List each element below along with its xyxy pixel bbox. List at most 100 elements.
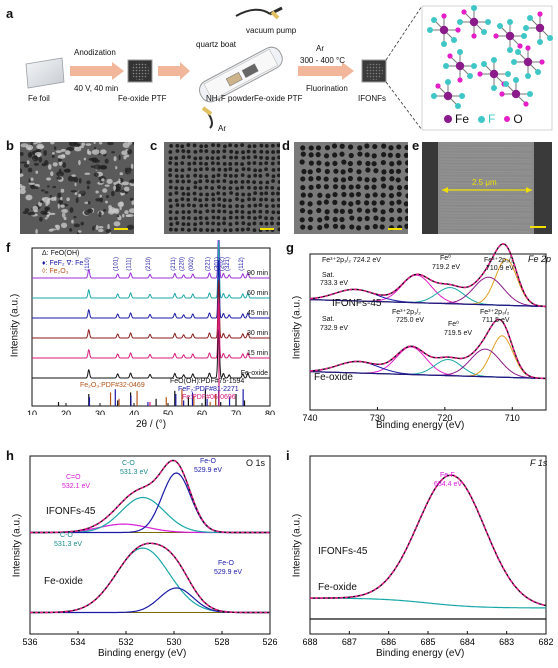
xrd-xtick: 70	[231, 409, 241, 415]
o1s-sample-bot: Fe-oxide	[44, 576, 83, 587]
o1s-co-top: C=O	[66, 474, 81, 481]
crystal-structure	[427, 5, 553, 109]
o-atom	[525, 45, 531, 51]
f1s-title: F 1s	[530, 458, 548, 468]
xrd-legend-fef2: ♦: FeF₂ ∇: Fe	[42, 260, 84, 267]
fe2p-envelope	[309, 243, 546, 308]
xrd-xtick: 30	[95, 409, 105, 415]
o1s-xlabel: Binding energy (eV)	[98, 648, 187, 659]
fe2p-xtick: 720	[437, 413, 452, 423]
f1s-xtick: 683	[499, 637, 514, 647]
f-atom	[451, 37, 457, 43]
o1s-xtick: 526	[262, 637, 277, 647]
xrd-series-label: 30 min	[247, 330, 268, 337]
xrd-series-label: 60 min	[247, 290, 268, 297]
o1s-chart: 536 534 532 530 528 526	[22, 455, 278, 647]
f-atom	[481, 29, 487, 35]
fe2p-background	[310, 299, 546, 308]
f-atom	[491, 85, 497, 91]
fe2p-fe0-top: Fe⁰	[440, 255, 451, 262]
fe2p-fe3-12-top: Fe³⁺2p₁/₂ 724.2 eV	[322, 257, 381, 264]
fe-atom-swatch	[444, 115, 452, 123]
f-atom	[457, 19, 463, 25]
fe-foil-image	[25, 57, 65, 89]
o-atom	[517, 43, 523, 49]
fe2p-sample-top: IFONFs-45	[332, 298, 382, 309]
f1s-xtick: 685	[420, 637, 435, 647]
f1s-xtick: 684	[460, 637, 475, 647]
xrd-series-label: 15 min	[247, 350, 268, 357]
fe2p-fe3-32-top-val: 710.9 eV	[486, 265, 515, 272]
xrd-xtick: 20	[61, 409, 71, 415]
f-atom	[457, 49, 463, 55]
fe2p-xtick: 710	[505, 413, 520, 423]
f1s-sample-top: IFONFs-45	[318, 546, 368, 557]
f-atom	[511, 59, 517, 65]
f-atom	[485, 19, 491, 25]
panel-label-h: h	[6, 448, 14, 463]
o-atom	[471, 33, 477, 39]
o1s-sample-top: IFONFs-45	[46, 506, 96, 517]
fe2p-fe0-bot: Fe⁰	[448, 321, 459, 328]
f-atom-swatch	[478, 115, 486, 123]
o-atom	[499, 91, 505, 97]
xrd-xtick: 40	[129, 409, 139, 415]
xrd-series-line	[32, 280, 270, 339]
fe2p-xtick: 730	[370, 413, 385, 423]
ifonfs-image	[361, 59, 387, 83]
f-atom	[491, 57, 497, 63]
o-atom	[523, 101, 529, 107]
fe2p-fe3-12-bot-val: 725.0 eV	[396, 317, 425, 324]
f1s-background	[310, 597, 546, 609]
fe2p-envelope	[310, 318, 546, 380]
o-atom	[539, 59, 545, 65]
fe-atom	[523, 57, 533, 67]
panel-label-g: g	[286, 240, 294, 255]
hkl-label: (110)	[85, 257, 91, 271]
o1s-envelope	[30, 459, 270, 534]
fe-atom	[489, 69, 499, 79]
o-atom	[493, 33, 499, 39]
xrd-series-line	[32, 260, 270, 319]
o1s-xtick: 530	[166, 637, 181, 647]
arrow-2	[158, 62, 190, 80]
hkl-label: (002)	[189, 257, 195, 271]
fe2p-sat-top: Sat.	[322, 272, 335, 279]
panel-label-f: f	[6, 240, 11, 255]
o-atom	[457, 77, 463, 83]
fe2p-ylabel: Intensity (a.u.)	[291, 295, 303, 360]
f1s-xtick: 687	[342, 637, 357, 647]
f-atom	[431, 17, 437, 23]
o-atom-swatch	[504, 116, 511, 122]
f-atom	[515, 49, 521, 55]
f-atom	[481, 61, 487, 67]
f-atom	[521, 33, 527, 39]
o-atom	[441, 13, 447, 19]
xrd-xtick: 80	[265, 409, 275, 415]
f-atom	[507, 47, 513, 53]
fe2p-fe3-32-top: Fe³⁺2p₃/₂	[484, 257, 514, 264]
f-atom	[427, 27, 433, 33]
fe-atom	[455, 61, 465, 71]
f1s-xtick: 682	[538, 637, 553, 647]
fluorination-temp-label: 300 - 400 °C	[300, 56, 346, 65]
f-atom	[547, 35, 553, 41]
o1s-fit-feo	[30, 472, 270, 534]
fe2p-xtick: 740	[302, 413, 317, 423]
fe-atom	[511, 89, 521, 99]
hkl-label: (321)	[225, 257, 231, 271]
o-atom	[447, 53, 453, 59]
vacuum-pump-label: vacuum pump	[246, 26, 297, 35]
o1s-feo-bot-val: 529.9 eV	[214, 569, 243, 576]
f-atom	[455, 103, 461, 109]
f-atom	[443, 63, 449, 69]
thickness-label: 2.5 μm	[472, 178, 497, 187]
sem-image-b	[20, 142, 134, 234]
xrd-xtick: 10	[27, 409, 37, 415]
hkl-label: (112)	[239, 257, 245, 271]
fe2p-fe3-12-bot: Fe³⁺2p₁/₂	[392, 309, 422, 316]
o1s-c-o-top-val: 531.3 eV	[120, 469, 149, 476]
o1s-xtick: 534	[70, 637, 85, 647]
fe-foil-label: Fe foil	[28, 94, 50, 103]
hkl-label: (301)	[215, 257, 221, 271]
